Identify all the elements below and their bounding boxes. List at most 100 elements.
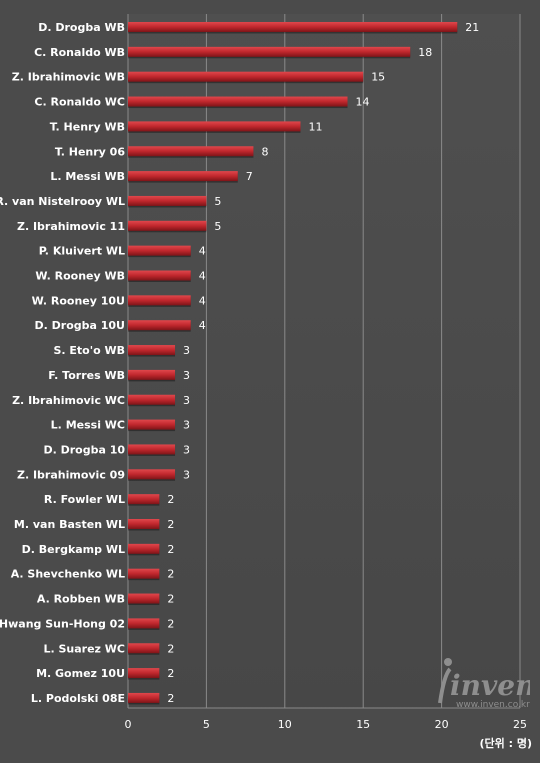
category-label: R. Fowler WL bbox=[44, 493, 125, 506]
bar bbox=[128, 171, 238, 182]
x-tick-label: 15 bbox=[356, 718, 370, 731]
bar bbox=[128, 643, 160, 654]
bar bbox=[128, 568, 160, 579]
category-label: Hwang Sun-Hong 02 bbox=[0, 617, 125, 630]
bar bbox=[128, 345, 176, 356]
category-label: Z. Ibrahimovic WB bbox=[12, 71, 125, 84]
value-label: 4 bbox=[199, 294, 206, 307]
value-label: 3 bbox=[183, 369, 190, 382]
category-label: A. Shevchenko WL bbox=[11, 568, 125, 581]
bars bbox=[128, 22, 458, 705]
bar bbox=[128, 394, 176, 405]
category-label: L. Messi WC bbox=[51, 419, 125, 432]
x-tick-label: 20 bbox=[435, 718, 449, 731]
inven-watermark: inven www.inven.co.kr bbox=[438, 658, 530, 710]
value-label: 2 bbox=[167, 692, 174, 705]
value-label: 15 bbox=[371, 71, 385, 84]
value-label: 18 bbox=[418, 46, 432, 59]
bar bbox=[128, 369, 176, 380]
bar bbox=[128, 593, 160, 604]
x-axis-ticks: 0 5 10 15 20 25 bbox=[125, 718, 528, 731]
bar bbox=[128, 494, 160, 505]
category-label: D. Drogba 10U bbox=[35, 319, 126, 332]
category-label: C. Ronaldo WC bbox=[34, 96, 125, 109]
value-label: 2 bbox=[167, 543, 174, 556]
value-label: 11 bbox=[308, 120, 322, 133]
value-label: 3 bbox=[183, 443, 190, 456]
value-label: 2 bbox=[167, 617, 174, 630]
category-label: D. Drogba WB bbox=[38, 21, 125, 34]
category-label: R. van Nistelrooy WL bbox=[0, 195, 125, 208]
x-tick-label: 5 bbox=[203, 718, 210, 731]
bar bbox=[128, 469, 176, 480]
value-label: 2 bbox=[167, 493, 174, 506]
category-label: T. Henry 06 bbox=[55, 145, 125, 158]
plot-area bbox=[128, 14, 520, 708]
value-label: 21 bbox=[465, 21, 479, 34]
category-labels: D. Drogba WB C. Ronaldo WB Z. Ibrahimovic … bbox=[0, 21, 125, 705]
bar bbox=[128, 692, 160, 703]
category-label: Z. Ibrahimovic WC bbox=[12, 394, 125, 407]
bar bbox=[128, 295, 191, 306]
bar bbox=[128, 245, 191, 256]
bar bbox=[128, 618, 160, 629]
category-label: D. Drogba 10 bbox=[43, 443, 125, 456]
category-label: L. Podolski 08E bbox=[31, 692, 125, 705]
bar bbox=[128, 320, 191, 331]
bar bbox=[128, 270, 191, 281]
value-label: 2 bbox=[167, 667, 174, 680]
value-label: 8 bbox=[261, 145, 268, 158]
category-label: F. Torres WB bbox=[48, 369, 125, 382]
category-label: C. Ronaldo WB bbox=[34, 46, 125, 59]
bar bbox=[128, 543, 160, 554]
value-label: 2 bbox=[167, 642, 174, 655]
bar bbox=[128, 419, 176, 430]
category-label: D. Bergkamp WL bbox=[22, 543, 125, 556]
category-label: M. van Basten WL bbox=[14, 518, 125, 531]
value-label: 4 bbox=[199, 270, 206, 283]
bar bbox=[128, 121, 301, 132]
watermark-brand: inven bbox=[450, 669, 530, 702]
bar bbox=[128, 22, 458, 32]
x-tick-label: 25 bbox=[513, 718, 527, 731]
bar bbox=[128, 195, 207, 206]
value-label: 3 bbox=[183, 419, 190, 432]
value-label: 2 bbox=[167, 593, 174, 606]
value-label: 14 bbox=[356, 96, 370, 109]
value-label: 3 bbox=[183, 468, 190, 481]
category-label: A. Robben WB bbox=[37, 593, 125, 606]
bar bbox=[128, 146, 254, 157]
category-label: W. Rooney 10U bbox=[32, 294, 125, 307]
bar bbox=[128, 220, 207, 231]
unit-label: (단위 : 명) bbox=[479, 737, 532, 750]
watermark-swoosh-icon bbox=[438, 667, 452, 704]
x-tick-label: 0 bbox=[125, 718, 132, 731]
value-label: 3 bbox=[183, 344, 190, 357]
bar bbox=[128, 668, 160, 679]
value-label: 5 bbox=[214, 220, 221, 233]
category-label: L. Suarez WC bbox=[43, 642, 125, 655]
value-label: 4 bbox=[199, 245, 206, 258]
category-label: L. Messi WB bbox=[50, 170, 125, 183]
watermark-dot-icon bbox=[444, 658, 452, 666]
value-label: 2 bbox=[167, 518, 174, 531]
bar bbox=[128, 46, 411, 57]
bar bbox=[128, 519, 160, 529]
category-label: S. Eto'o WB bbox=[53, 344, 125, 357]
category-label: M. Gomez 10U bbox=[36, 667, 125, 680]
category-label: T. Henry WB bbox=[50, 120, 125, 133]
value-label: 4 bbox=[199, 319, 206, 332]
category-label: Z. Ibrahimovic 09 bbox=[17, 468, 125, 481]
value-label: 3 bbox=[183, 394, 190, 407]
value-label: 7 bbox=[246, 170, 253, 183]
category-label: Z. Ibrahimovic 11 bbox=[17, 220, 125, 233]
bar bbox=[128, 444, 176, 455]
bar bbox=[128, 96, 348, 107]
watermark-site: www.inven.co.kr bbox=[456, 700, 530, 710]
value-label: 5 bbox=[214, 195, 221, 208]
category-label: W. Rooney WB bbox=[35, 270, 125, 283]
value-label: 2 bbox=[167, 568, 174, 581]
